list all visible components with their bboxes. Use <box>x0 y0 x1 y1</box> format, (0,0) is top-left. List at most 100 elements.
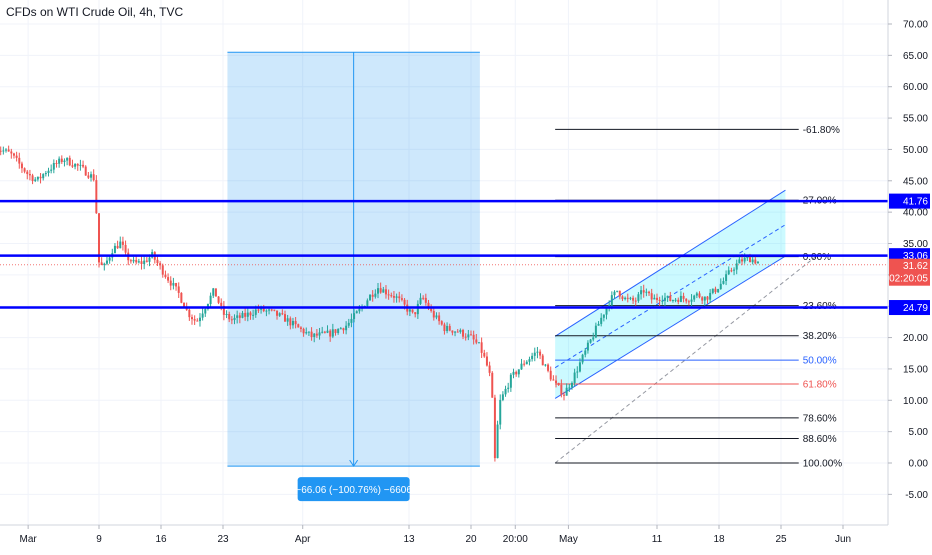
candle-body <box>650 293 653 300</box>
candle <box>613 290 616 299</box>
candle <box>714 286 717 294</box>
candle <box>578 358 581 373</box>
candle-body <box>191 317 193 320</box>
candle-body <box>7 149 10 152</box>
candle <box>87 171 90 179</box>
candle <box>374 289 377 299</box>
candle <box>204 307 207 317</box>
candle-body <box>578 362 581 372</box>
candle-body <box>10 151 13 154</box>
candle-body <box>212 288 215 296</box>
candle-body <box>539 351 542 356</box>
x-tick-label: 23 <box>217 534 229 545</box>
candle-body <box>79 164 82 166</box>
candle <box>257 304 260 313</box>
candle <box>345 321 348 335</box>
candle <box>541 353 544 366</box>
candle-body <box>236 315 239 318</box>
candle <box>480 337 483 358</box>
candle-body <box>390 295 393 297</box>
fib-level-label: 100.00% <box>803 459 843 470</box>
grid <box>0 0 888 525</box>
candle <box>34 177 37 183</box>
candle-body <box>116 245 119 249</box>
candle <box>74 163 77 170</box>
candle-body <box>717 289 720 293</box>
channel-upper[interactable] <box>554 189 786 337</box>
candle-body <box>193 319 196 321</box>
candle-body <box>472 334 475 340</box>
current-price-label: 31.62 <box>903 261 928 272</box>
candle <box>438 312 441 325</box>
candle <box>228 311 231 323</box>
candle <box>188 308 191 321</box>
candle-body <box>621 296 624 300</box>
candle <box>488 361 491 377</box>
candle <box>597 321 600 326</box>
candle <box>756 261 759 264</box>
candle <box>671 299 674 303</box>
candle-body <box>252 314 255 316</box>
candle <box>589 338 592 344</box>
candle-body <box>743 257 746 262</box>
candle <box>379 282 382 294</box>
channel-lower[interactable] <box>554 255 786 399</box>
candle <box>523 360 526 367</box>
candle-body <box>132 259 135 262</box>
candle-body <box>570 383 573 388</box>
candle <box>212 287 215 299</box>
candle <box>634 297 637 306</box>
candle <box>528 356 531 366</box>
candle-body <box>52 163 55 170</box>
candle-body <box>685 298 688 302</box>
candle <box>175 282 178 291</box>
candle <box>241 310 244 319</box>
candle-body <box>624 297 627 300</box>
candle <box>36 176 39 182</box>
candle-body <box>249 312 252 316</box>
candle-body <box>228 313 231 320</box>
candle <box>475 334 478 345</box>
candle-body <box>268 309 271 311</box>
candle-body <box>735 263 738 270</box>
candle <box>626 293 629 303</box>
candle-body <box>103 263 106 266</box>
candle <box>727 266 730 276</box>
candle-body <box>751 259 754 263</box>
candle <box>238 312 241 324</box>
candle-body <box>254 309 257 315</box>
candle-body <box>525 361 528 365</box>
candle <box>82 160 85 169</box>
candle-body <box>634 300 637 302</box>
candle <box>326 325 329 334</box>
level-price-tag <box>889 193 930 209</box>
candle-body <box>217 296 220 303</box>
candle <box>180 292 183 304</box>
candle <box>119 236 122 249</box>
candle-body <box>674 299 677 301</box>
time-axis: Mar 9 16 23 Apr 13 20 20:00 May 11 18 25 Jun <box>0 524 932 550</box>
candle-body <box>594 325 597 338</box>
y-tick-label: 5.00 <box>909 427 929 438</box>
candle-body <box>278 313 281 316</box>
candle <box>600 313 603 327</box>
candle <box>252 309 255 320</box>
candle <box>339 326 342 330</box>
candle <box>499 394 502 430</box>
candle-body <box>71 165 74 167</box>
candle-body <box>313 333 316 338</box>
candle <box>459 328 462 334</box>
candle <box>456 329 459 333</box>
candle-body <box>448 325 451 331</box>
candle <box>95 175 98 214</box>
candle <box>717 288 720 293</box>
candle-body <box>276 310 279 316</box>
candle-body <box>220 302 223 306</box>
y-tick-label: 65.00 <box>903 51 928 62</box>
candle-body <box>477 342 480 344</box>
candle-body <box>414 312 417 315</box>
candle <box>124 240 127 255</box>
fib-level-label: 50.00% <box>803 356 837 367</box>
candle-body <box>209 295 212 304</box>
